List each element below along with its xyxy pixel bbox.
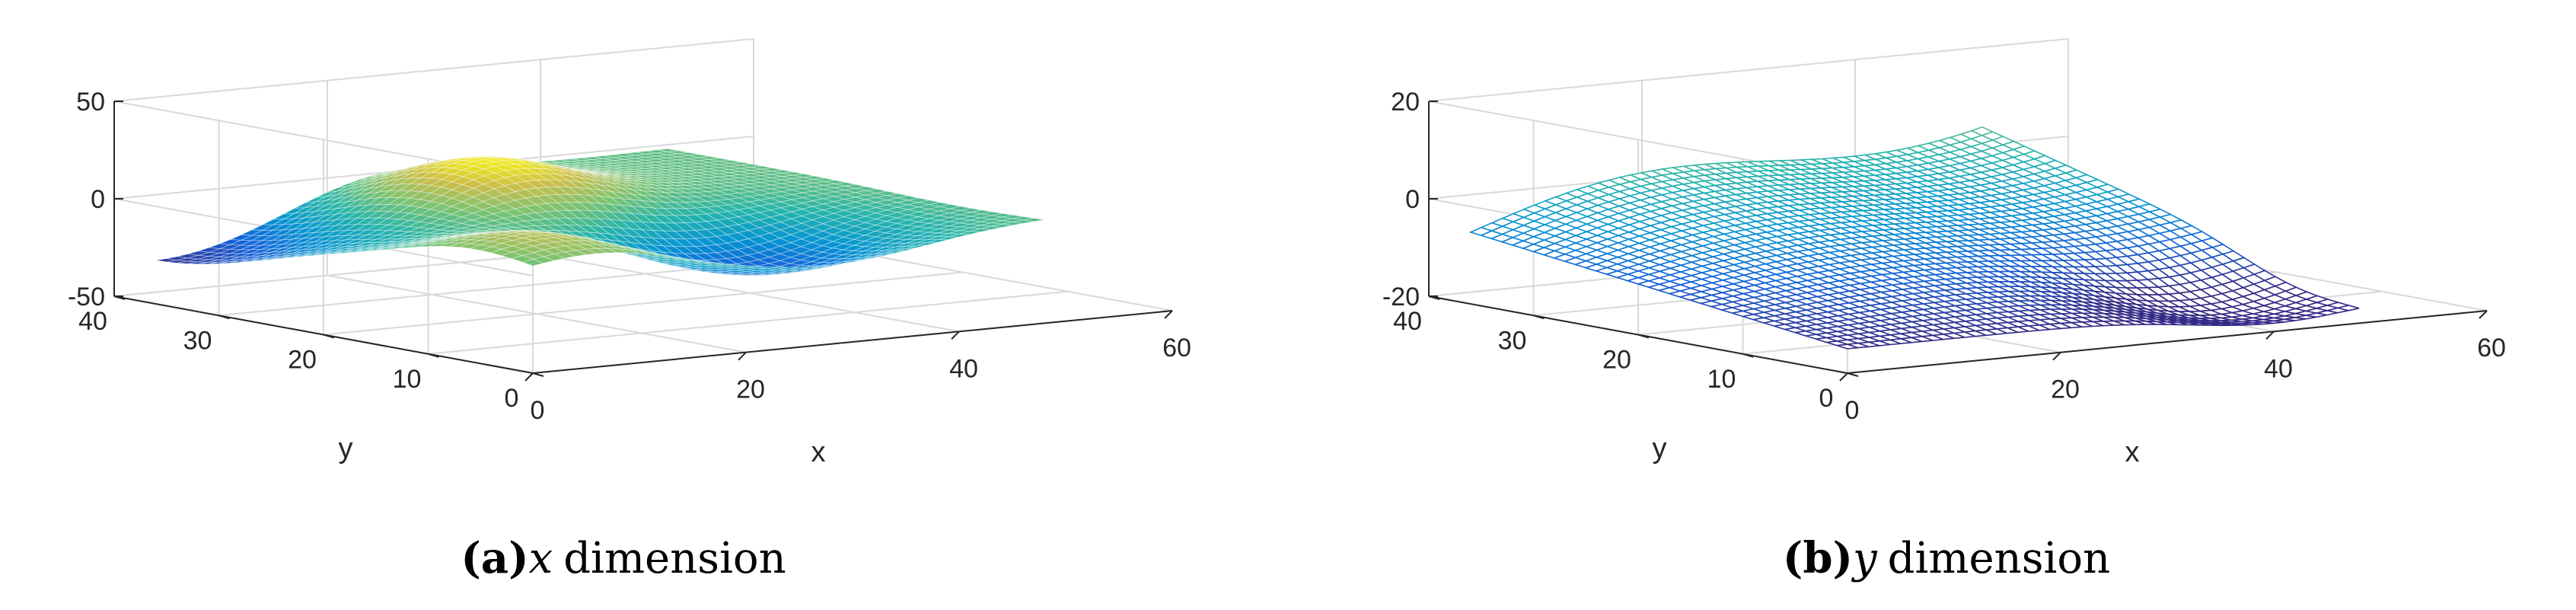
grid-line bbox=[324, 273, 963, 335]
z-tick-label: -20 bbox=[1382, 283, 1420, 311]
x-tick-label: 0 bbox=[1845, 396, 1860, 425]
panel-b-caption-text: dimension bbox=[1888, 534, 2111, 583]
panel-b-caption-label: (b) bbox=[1783, 533, 1853, 583]
panel-a-caption-var: x bbox=[529, 534, 553, 583]
panel-b-caption-var: y bbox=[1851, 534, 1878, 583]
y-tick-label: 30 bbox=[183, 326, 212, 355]
panel-b-ylabel: y bbox=[1653, 433, 1667, 465]
y-tick-label: 20 bbox=[1602, 346, 1631, 375]
x-tick-label: 20 bbox=[736, 375, 765, 404]
x-tick bbox=[525, 373, 533, 381]
x-tick-label: 60 bbox=[2477, 334, 2506, 362]
panel-a-caption-label: (a) bbox=[461, 533, 528, 583]
y-tick-label: 10 bbox=[1707, 365, 1736, 394]
y-tick-label: 20 bbox=[288, 346, 317, 375]
y-tick-label: 30 bbox=[1498, 326, 1527, 355]
x-tick bbox=[1840, 373, 1848, 381]
x-tick-label: 0 bbox=[531, 396, 545, 425]
panel-b-caption: (b)ydimension bbox=[1783, 533, 2110, 583]
panel-a-caption-text: dimension bbox=[563, 534, 786, 583]
z-tick-label: 20 bbox=[1391, 88, 1420, 117]
x-tick-label: 40 bbox=[2264, 354, 2293, 383]
x-tick-label: 60 bbox=[1162, 334, 1191, 362]
panel-a-surface bbox=[156, 149, 1044, 275]
y-tick-label: 0 bbox=[505, 384, 519, 413]
z-tick-label: -50 bbox=[68, 283, 105, 311]
panel-a-caption: (a)xdimension bbox=[461, 533, 786, 583]
grid-line bbox=[429, 292, 1068, 354]
panel-b-xlabel: x bbox=[2125, 436, 2140, 468]
grid-line bbox=[1429, 39, 2068, 101]
y-tick-label: 0 bbox=[1819, 384, 1834, 413]
x-tick-label: 20 bbox=[2051, 375, 2080, 404]
panel-b-surface bbox=[1471, 127, 2359, 349]
grid-line bbox=[114, 39, 754, 101]
z-tick-label: 0 bbox=[91, 185, 105, 214]
panel-b: 0204060010203040-20020 x y (b)ydimension bbox=[1382, 39, 2506, 583]
y-tick bbox=[533, 373, 544, 376]
z-tick-label: 0 bbox=[1405, 185, 1420, 214]
panel-a: 0204060010203040-50050 x y (a)xdimension bbox=[68, 39, 1191, 583]
y-tick bbox=[1848, 373, 1858, 376]
panel-a-xlabel: x bbox=[811, 436, 826, 468]
x-axis-line bbox=[533, 311, 1172, 373]
z-tick-label: 50 bbox=[76, 88, 105, 117]
panel-a-ylabel: y bbox=[339, 433, 353, 465]
y-tick-label: 10 bbox=[393, 365, 422, 394]
x-tick-label: 40 bbox=[949, 354, 978, 383]
